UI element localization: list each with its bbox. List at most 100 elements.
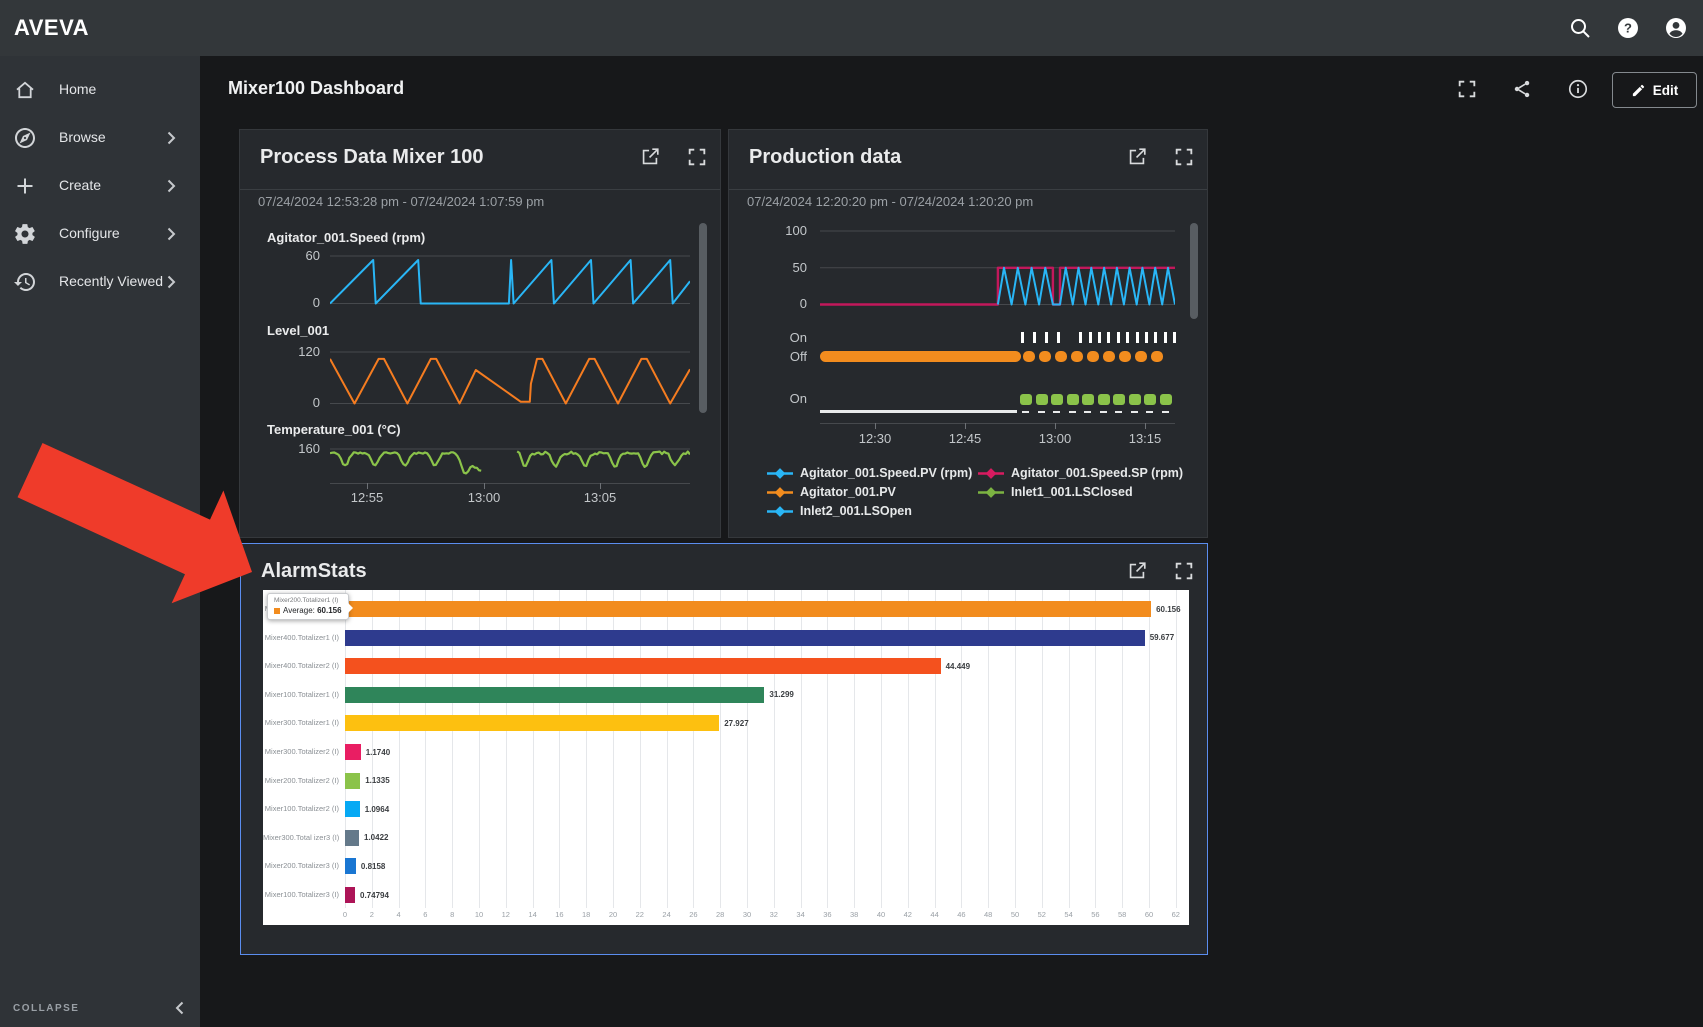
grid-line <box>559 590 561 908</box>
digital-on-tick <box>1135 332 1139 343</box>
x-axis <box>330 483 690 484</box>
bar[interactable] <box>345 629 1145 646</box>
compass-icon <box>13 126 37 150</box>
digital-on-tick <box>1079 332 1083 343</box>
collapse-button[interactable]: COLLAPSE <box>0 989 200 1027</box>
fullscreen-icon[interactable] <box>1172 559 1196 583</box>
fullscreen-icon[interactable] <box>1454 76 1480 102</box>
grid-line <box>398 590 400 908</box>
grid-line <box>773 590 775 908</box>
legend-item[interactable]: Inlet1_001.LSClosed <box>978 485 1133 499</box>
edit-button[interactable]: Edit <box>1612 72 1697 108</box>
sidebar-item-create[interactable]: Create <box>0 162 200 210</box>
digital-dash <box>1037 410 1045 413</box>
grid-line <box>720 590 722 908</box>
chart-tooltip: Mixer200.Totalizer1 (I) Average: 60.156 <box>267 593 353 620</box>
bar-category-label: Mixer200.Totalizer2 (I) <box>264 775 339 785</box>
panel-production-data: Production data 07/24/2024 12:20:20 pm -… <box>728 129 1208 538</box>
digital-off-segment <box>1039 351 1051 362</box>
bar[interactable] <box>345 829 359 846</box>
brand-logo: AVEVA <box>14 15 90 40</box>
info-icon[interactable] <box>1565 76 1591 102</box>
legend-label: Inlet1_001.LSClosed <box>1011 485 1133 499</box>
digital-on-tick <box>1056 332 1060 343</box>
bar[interactable] <box>345 887 355 903</box>
digital-dash <box>1099 410 1107 413</box>
history-icon <box>13 270 37 294</box>
bar-category-label: Mixer300.Totalizer2 (I) <box>264 747 339 756</box>
sidebar-item-home[interactable]: Home <box>0 66 200 114</box>
bar[interactable] <box>345 601 1152 617</box>
tooltip-metric: Average: <box>283 606 315 615</box>
y-axis-max-label: 120 <box>298 344 320 359</box>
digital-on-dot <box>1020 393 1032 405</box>
panel-title: AlarmStats <box>261 560 367 582</box>
y-axis-min-label: 0 <box>312 395 320 410</box>
digital-on-dot <box>1035 393 1048 405</box>
legend-item[interactable]: Agitator_001.Speed.SP (rpm) <box>978 466 1183 480</box>
chevron-right-icon <box>159 126 183 150</box>
sidebar-item-browse[interactable]: Browse <box>0 114 200 162</box>
legend-item[interactable]: Agitator_001.PV <box>767 485 896 499</box>
collapse-label: COLLAPSE <box>13 1003 80 1014</box>
scrollbar-thumb[interactable] <box>1190 223 1198 319</box>
digital-off-segment <box>1103 351 1115 362</box>
digital-dash <box>1115 410 1122 413</box>
share-icon[interactable] <box>1509 76 1535 102</box>
sidebar-item-label: Create <box>59 177 102 193</box>
open-in-new-icon[interactable] <box>1125 559 1149 583</box>
digital-on-dot <box>1097 393 1110 405</box>
bar-category-label: Mixer100.Totalizer2 (I) <box>264 804 339 814</box>
bar[interactable] <box>345 772 361 789</box>
sidebar-item-label: Browse <box>59 129 106 145</box>
x-axis-tick-label: 54 <box>1064 910 1073 919</box>
bar-value-label: 31.299 <box>769 690 794 700</box>
trend-chart-temperature <box>329 439 691 488</box>
sidebar-item-configure[interactable]: Configure <box>0 210 200 258</box>
digital-on-tick <box>1145 332 1148 343</box>
digital-dash <box>1130 410 1138 413</box>
digital-track-on-label: On <box>789 330 807 345</box>
open-in-new-icon[interactable] <box>1125 145 1149 169</box>
legend-item[interactable]: Agitator_001.Speed.PV (rpm) <box>767 466 972 480</box>
plus-icon <box>13 174 37 198</box>
sparkline-level <box>329 351 691 405</box>
account-icon[interactable] <box>1658 10 1694 46</box>
fullscreen-icon[interactable] <box>685 145 709 169</box>
bar[interactable] <box>345 858 356 875</box>
grid-line <box>1095 590 1097 908</box>
bar-value-label: 1.1335 <box>365 776 390 786</box>
digital-track-on-label: On <box>789 391 807 406</box>
grid-line <box>854 590 856 908</box>
bar[interactable] <box>345 686 765 703</box>
y-axis-tick-label: 50 <box>792 260 807 275</box>
open-in-new-icon[interactable] <box>638 145 662 169</box>
grid-line <box>827 590 829 908</box>
panel-title: Production data <box>749 146 902 168</box>
digital-on-tick <box>1044 332 1048 343</box>
legend-label: Agitator_001.PV <box>800 485 896 499</box>
y-axis-max-label: 60 <box>305 248 320 263</box>
x-axis-tick <box>965 423 966 429</box>
gear-icon <box>13 222 37 246</box>
bar[interactable] <box>345 744 361 760</box>
search-icon[interactable] <box>1562 10 1598 46</box>
help-icon[interactable]: ? <box>1610 10 1646 46</box>
bar[interactable] <box>345 801 360 818</box>
sidebar-item-recently-viewed[interactable]: Recently Viewed <box>0 258 200 306</box>
bar[interactable] <box>345 715 720 732</box>
x-axis-tick-label: 36 <box>823 910 832 919</box>
x-axis-tick <box>1055 423 1056 429</box>
legend-item[interactable]: Inlet2_001.LSOpen <box>767 504 912 518</box>
digital-dash <box>1084 410 1091 413</box>
digital-off-segment <box>1055 351 1067 362</box>
fullscreen-icon[interactable] <box>1172 145 1196 169</box>
bar[interactable] <box>345 658 941 675</box>
production-trend-svg <box>820 230 1176 306</box>
digital-on-tick <box>1126 332 1130 343</box>
x-axis <box>820 423 1175 424</box>
pencil-icon <box>1632 84 1644 96</box>
tooltip-title: Mixer200.Totalizer1 (I) <box>274 597 339 604</box>
scrollbar-thumb[interactable] <box>699 223 707 413</box>
